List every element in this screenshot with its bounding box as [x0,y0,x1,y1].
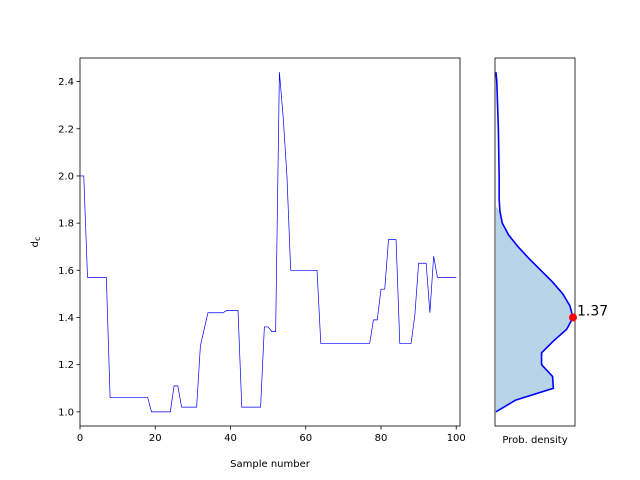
main-plot: 0 20 40 60 80 100 1.0 1.2 1.4 1.6 1.8 2.0 2.2 2.4 Sa… [30,57,466,470]
x-tick-label: 0 [77,433,83,444]
y-tick-label: 1.6 [58,266,74,277]
y-tick-label: 2.0 [58,171,74,182]
density-x-label: Prob. density [502,435,567,446]
x-tick-label: 20 [149,433,162,444]
x-tick-label: 60 [299,433,312,444]
x-tick-label: 40 [224,433,237,444]
y-tick-label: 1.4 [58,313,74,324]
y-tick-label: 1.8 [58,219,74,230]
peak-marker [569,313,577,322]
density-frame [494,57,576,427]
x-tick-label: 100 [447,433,466,444]
peak-label: 1.37 [577,303,608,319]
y-tick-label: 1.2 [58,360,74,371]
x-axis-ticks: 0 20 40 60 80 100 [77,426,466,444]
y-axis-label: dc [30,237,42,248]
plot-frame [79,57,461,427]
x-axis-label: Sample number [230,459,311,470]
y-axis-ticks: 1.0 1.2 1.4 1.6 1.8 2.0 2.2 2.4 [58,77,80,418]
density-line [495,72,574,413]
y-tick-label: 2.2 [58,124,74,135]
y-tick-label: 2.4 [58,77,74,88]
density-fill [496,206,573,412]
y-tick-label: 1.0 [58,407,74,418]
series-line [80,72,457,413]
x-tick-label: 80 [375,433,388,444]
density-plot: 1.37 Prob. density [494,57,608,446]
